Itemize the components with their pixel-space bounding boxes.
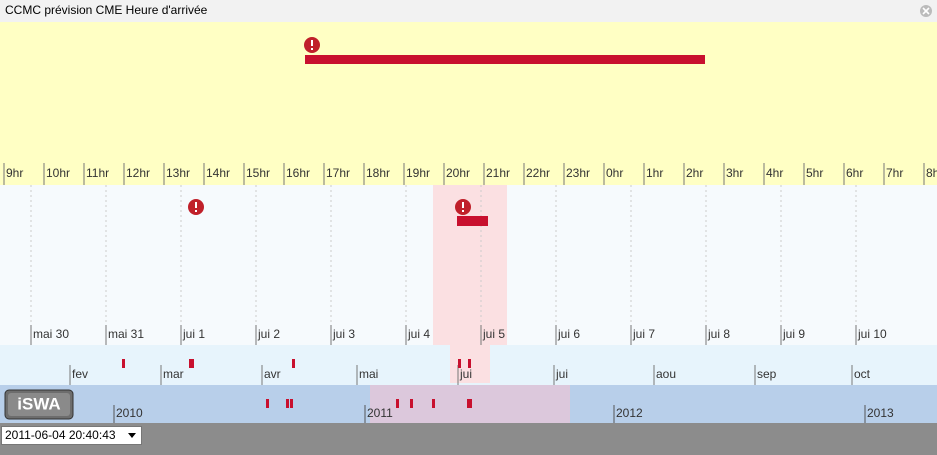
month-label: fev (72, 367, 88, 381)
hour-band (0, 22, 937, 185)
title-bar (0, 0, 937, 22)
event-icon[interactable] (304, 37, 320, 53)
hour-label: 0hr (606, 166, 623, 180)
event-bar[interactable] (305, 55, 705, 64)
hour-label: 15hr (246, 166, 270, 180)
hour-label: 11hr (86, 166, 109, 180)
day-label: jui 4 (407, 327, 430, 341)
hour-label: 3hr (726, 166, 743, 180)
hour-label: 23hr (566, 166, 590, 180)
day-label: jui 1 (182, 327, 205, 341)
day-label: jui 2 (257, 327, 280, 341)
bottom-bar (0, 423, 937, 455)
date-select[interactable]: 2011-06-04 20:40:43 (1, 426, 142, 445)
day-label: jui 10 (857, 327, 887, 341)
day-label: jui 8 (707, 327, 730, 341)
hour-label: 9hr (6, 166, 23, 180)
event-ticks (122, 359, 472, 408)
hour-label: 21hr (486, 166, 510, 180)
month-label: mai (359, 367, 378, 381)
hour-label: 13hr (166, 166, 190, 180)
hour-label: 7hr (886, 166, 903, 180)
month-label: jui (555, 367, 568, 381)
day-label: jui 3 (332, 327, 355, 341)
hour-label: 17hr (326, 166, 350, 180)
day-label: jui 7 (632, 327, 655, 341)
month-label: oct (854, 367, 871, 381)
hour-label: 5hr (806, 166, 823, 180)
day-label: jui 9 (782, 327, 805, 341)
day-label: jui 6 (557, 327, 580, 341)
hour-label: 10hr (46, 166, 70, 180)
hour-label: 14hr (206, 166, 230, 180)
month-label: avr (264, 367, 281, 381)
hour-label: 4hr (766, 166, 783, 180)
year-label: 2010 (116, 406, 143, 420)
logo[interactable]: iSWA (4, 389, 74, 420)
day-label: mai 30 (33, 327, 69, 341)
hour-label: 12hr (126, 166, 150, 180)
hour-label: 6hr (846, 166, 863, 180)
event-icon[interactable] (188, 199, 204, 215)
highlight (433, 185, 507, 345)
title: CCMC prévision CME Heure d'arrivée (5, 3, 208, 17)
year-label: 2013 (867, 406, 894, 420)
close-button[interactable] (920, 5, 932, 17)
hour-label: 20hr (446, 166, 470, 180)
logo-text: iSWA (17, 394, 60, 413)
month-label: mar (163, 367, 184, 381)
hour-label: 22hr (526, 166, 550, 180)
year-label: 2011 (367, 406, 393, 420)
day-label: mai 31 (108, 327, 144, 341)
year-label: 2012 (616, 406, 643, 420)
hour-label: 1hr (646, 166, 663, 180)
month-label: jui (459, 367, 472, 381)
month-label: aou (656, 367, 676, 381)
hour-label: 2hr (686, 166, 703, 180)
hour-label: 18hr (366, 166, 390, 180)
hour-label: 19hr (406, 166, 430, 180)
event-icon[interactable] (455, 199, 471, 215)
hour-label: 16hr (286, 166, 310, 180)
month-label: sep (757, 367, 777, 381)
event-bar[interactable] (457, 216, 488, 226)
day-label: jui 5 (482, 327, 505, 341)
hour-label: 8hr (926, 166, 937, 180)
